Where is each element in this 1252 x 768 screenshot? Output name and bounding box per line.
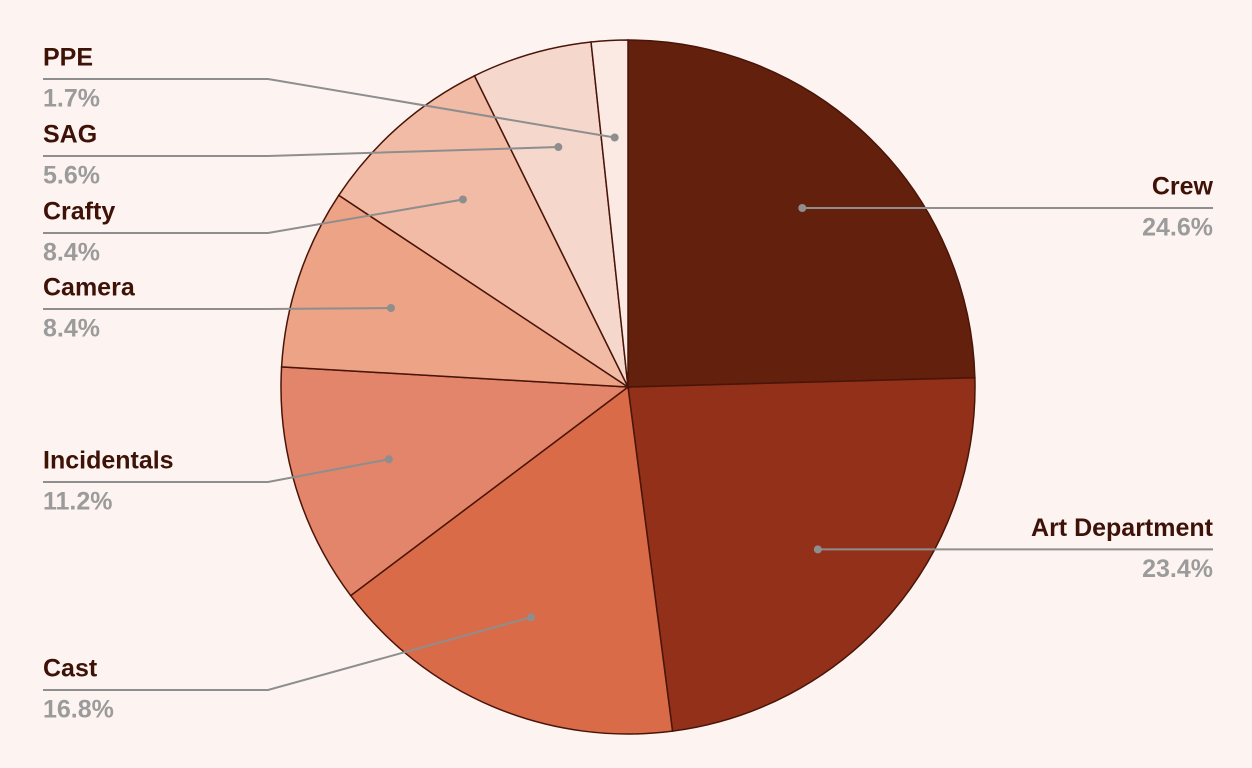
leader-dot	[386, 304, 395, 313]
pie-slice	[627, 376, 976, 732]
slice-label: Cast	[43, 655, 98, 683]
slice-value: 11.2%	[43, 488, 113, 516]
slice-label: Crafty	[43, 198, 115, 226]
slice-value: 16.8%	[43, 696, 114, 724]
pie-slice	[590, 39, 629, 388]
leader-dot	[527, 613, 536, 622]
pie-slice	[337, 74, 630, 390]
leader-dot	[610, 133, 619, 142]
slice-value: 8.4%	[43, 315, 100, 343]
slice-label: Crew	[1152, 173, 1214, 201]
leader-dot	[554, 143, 563, 152]
leader-line	[43, 307, 391, 310]
leader-dot	[813, 545, 822, 554]
leader-line	[43, 198, 464, 234]
leader-line	[43, 458, 390, 483]
slice-label: Incidentals	[43, 447, 174, 475]
leader-dot	[458, 195, 467, 204]
slice-value: 24.6%	[1142, 214, 1213, 242]
leader-line	[43, 146, 559, 157]
slice-value: 1.7%	[43, 85, 100, 113]
slice-value: 23.4%	[1142, 555, 1213, 583]
leader-line	[43, 78, 615, 139]
slice-label: SAG	[43, 121, 97, 149]
pie-slice	[280, 366, 631, 597]
slice-value: 8.4%	[43, 239, 100, 267]
pie-slice	[627, 39, 976, 388]
leader-line	[43, 616, 532, 691]
slice-label: Camera	[43, 274, 136, 302]
leader-dot	[798, 203, 807, 212]
pie-slice	[280, 194, 631, 388]
pie-slice	[349, 385, 674, 735]
slice-label: PPE	[43, 44, 93, 72]
slice-value: 5.6%	[43, 162, 100, 190]
leader-dot	[384, 455, 393, 464]
slice-label: Art Department	[1031, 514, 1214, 542]
